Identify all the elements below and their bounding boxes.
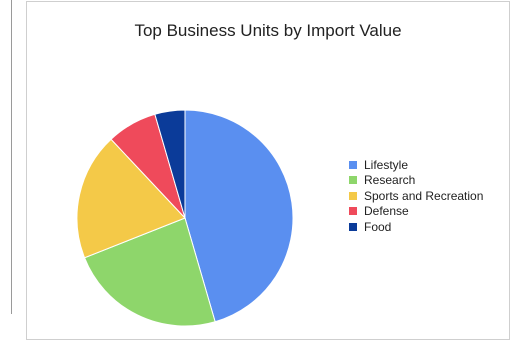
left-panel-border xyxy=(11,0,12,314)
legend-swatch xyxy=(349,160,357,169)
legend-swatch xyxy=(349,207,357,216)
legend-label: Food xyxy=(364,219,392,234)
legend-item-research[interactable]: Research xyxy=(349,173,483,189)
chart-legend: Lifestyle Research Sports and Recreation De… xyxy=(349,157,483,235)
legend-swatch xyxy=(349,191,357,200)
chart-title: Top Business Units by Import Value xyxy=(134,21,402,40)
legend-swatch xyxy=(349,176,357,185)
pie-slice-lifestyle[interactable] xyxy=(184,109,294,323)
legend-label: Defense xyxy=(364,204,409,219)
legend-label: Sports and Recreation xyxy=(364,188,484,203)
legend-label: Lifestyle xyxy=(364,157,409,172)
legend-item-food[interactable]: Food xyxy=(349,219,483,235)
legend-label: Research xyxy=(364,173,416,188)
legend-swatch xyxy=(349,222,357,231)
legend-item-sports-and-recreation[interactable]: Sports and Recreation xyxy=(349,188,483,204)
chart-card: Top Business Units by Import Value Lifes… xyxy=(26,1,510,340)
pie-slice-sports-and-recreation[interactable] xyxy=(76,138,186,259)
pie-chart xyxy=(76,109,294,327)
pie-slice-food[interactable] xyxy=(154,109,186,219)
pie-slices xyxy=(76,109,294,327)
legend-item-defense[interactable]: Defense xyxy=(349,204,483,220)
legend-item-lifestyle[interactable]: Lifestyle xyxy=(349,157,483,173)
